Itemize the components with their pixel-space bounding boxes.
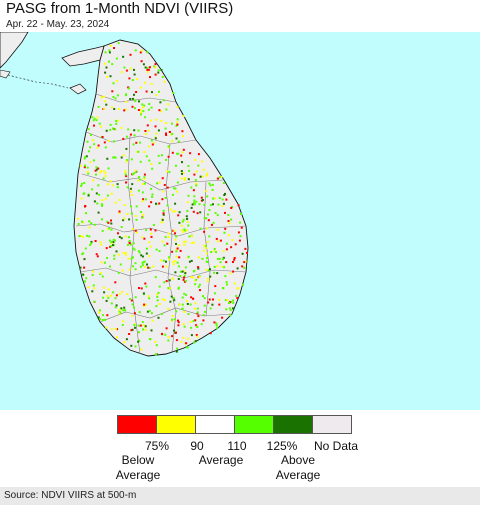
legend xyxy=(117,415,352,434)
source-text: Source: NDVI VIIRS at 500-m xyxy=(4,490,137,501)
legend-below-average: Below Average xyxy=(115,453,161,482)
small-island xyxy=(0,69,11,79)
mannar-island xyxy=(69,83,87,95)
legend-swatch-110-125 xyxy=(234,415,274,434)
adams-bridge xyxy=(3,73,69,89)
legend-tick-no-data: No Data xyxy=(313,439,359,453)
legend-swatch-above-125 xyxy=(273,415,313,434)
ndvi-pixels xyxy=(76,42,248,356)
sri-lanka-landmass xyxy=(73,39,249,357)
legend-tick-125: 125% xyxy=(266,439,298,453)
legend-tick-75: 75% xyxy=(144,439,170,453)
footer: Source: NDVI VIIRS at 500-m xyxy=(0,487,480,505)
ndvi-map xyxy=(0,32,480,410)
map-date-range: Apr. 22 - May. 23, 2024 xyxy=(6,19,110,30)
legend-tick-110: 110 xyxy=(227,439,247,453)
legend-swatch-90-110 xyxy=(195,415,235,434)
jaffna-peninsula xyxy=(61,45,105,67)
map-title: PASG from 1-Month NDVI (VIIRS) xyxy=(6,0,234,17)
legend-above-average: Above Average xyxy=(275,453,321,482)
legend-swatch-75-90 xyxy=(156,415,196,434)
india-coast xyxy=(0,32,29,69)
legend-tick-90: 90 xyxy=(190,439,204,453)
legend-swatch-no-data xyxy=(312,415,352,434)
legend-swatch-below-75 xyxy=(117,415,157,434)
legend-average: Average xyxy=(198,453,244,467)
